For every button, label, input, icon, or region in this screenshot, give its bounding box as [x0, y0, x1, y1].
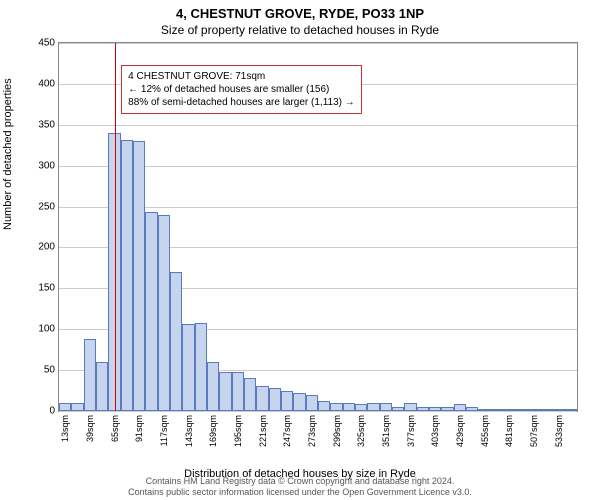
y-tick: 300: [38, 160, 55, 171]
y-tick: 50: [44, 365, 55, 376]
histogram-bar: [380, 403, 392, 411]
y-tick: 150: [38, 283, 55, 294]
histogram-bar: [133, 141, 145, 411]
histogram-bar: [441, 407, 453, 411]
gridline: [59, 411, 577, 412]
histogram-bar: [121, 140, 133, 412]
x-tick: 117sqm: [159, 415, 169, 446]
x-tick: 481sqm: [504, 415, 514, 447]
footer-attribution: Contains HM Land Registry data © Crown c…: [0, 476, 600, 498]
y-tick: 250: [38, 201, 55, 212]
histogram-bar: [145, 212, 157, 411]
histogram-bar: [158, 215, 170, 411]
property-marker-line: [115, 43, 116, 411]
histogram-bar: [244, 378, 256, 411]
x-tick: 325sqm: [356, 415, 366, 447]
histogram-bar: [84, 339, 96, 411]
histogram-bar: [256, 386, 268, 411]
histogram-bar: [478, 409, 490, 411]
y-tick: 450: [38, 38, 55, 49]
histogram-bar: [219, 372, 231, 411]
page-subtitle: Size of property relative to detached ho…: [0, 21, 600, 37]
y-tick: 400: [38, 78, 55, 89]
y-tick: 0: [49, 406, 55, 417]
x-tick: 273sqm: [307, 415, 317, 447]
annotation-box: 4 CHESTNUT GROVE: 71sqm← 12% of detached…: [121, 65, 362, 114]
histogram-bar: [404, 403, 416, 411]
y-tick: 350: [38, 119, 55, 130]
histogram-bar: [59, 403, 71, 411]
x-tick: 143sqm: [184, 415, 194, 447]
x-tick: 455sqm: [480, 415, 490, 447]
histogram-bar: [429, 407, 441, 411]
y-tick: 200: [38, 242, 55, 253]
x-tick: 13sqm: [60, 415, 70, 442]
histogram-bar: [232, 372, 244, 411]
histogram-bar: [417, 407, 429, 411]
x-tick: 221sqm: [258, 415, 268, 447]
histogram-chart: 05010015020025030035040045013sqm39sqm65s…: [58, 42, 578, 412]
histogram-bar: [565, 409, 577, 411]
x-tick: 429sqm: [455, 415, 465, 447]
histogram-bar: [96, 362, 108, 411]
x-tick: 299sqm: [332, 415, 342, 447]
histogram-bar: [330, 403, 342, 411]
y-axis-label: Number of detached properties: [2, 78, 14, 230]
histogram-bar: [281, 391, 293, 411]
gridline: [59, 125, 577, 126]
histogram-bar: [491, 409, 503, 411]
histogram-bar: [195, 323, 207, 411]
histogram-bar: [343, 403, 355, 411]
histogram-bar: [528, 409, 540, 411]
x-tick: 533sqm: [554, 415, 564, 447]
histogram-bar: [207, 362, 219, 411]
histogram-bar: [182, 324, 194, 412]
gridline: [59, 43, 577, 44]
x-tick: 195sqm: [233, 415, 243, 447]
x-tick: 91sqm: [134, 415, 144, 442]
x-tick: 169sqm: [208, 415, 218, 447]
y-tick: 100: [38, 324, 55, 335]
page-title: 4, CHESTNUT GROVE, RYDE, PO33 1NP: [0, 0, 600, 21]
histogram-bar: [293, 393, 305, 411]
histogram-bar: [170, 272, 182, 411]
x-tick: 351sqm: [381, 415, 391, 447]
x-tick: 247sqm: [282, 415, 292, 447]
histogram-bar: [515, 409, 527, 411]
histogram-bar: [503, 409, 515, 411]
histogram-bar: [318, 401, 330, 411]
histogram-bar: [269, 388, 281, 411]
histogram-bar: [540, 409, 552, 411]
x-tick: 39sqm: [85, 415, 95, 442]
histogram-bar: [552, 409, 564, 411]
x-tick: 377sqm: [406, 415, 416, 447]
histogram-bar: [71, 403, 83, 411]
histogram-bar: [392, 407, 404, 411]
histogram-bar: [466, 407, 478, 411]
x-tick: 403sqm: [430, 415, 440, 447]
histogram-bar: [355, 404, 367, 411]
x-tick: 65sqm: [110, 415, 120, 442]
histogram-bar: [306, 395, 318, 411]
histogram-bar: [454, 404, 466, 411]
x-tick: 507sqm: [529, 415, 539, 447]
histogram-bar: [367, 403, 379, 411]
